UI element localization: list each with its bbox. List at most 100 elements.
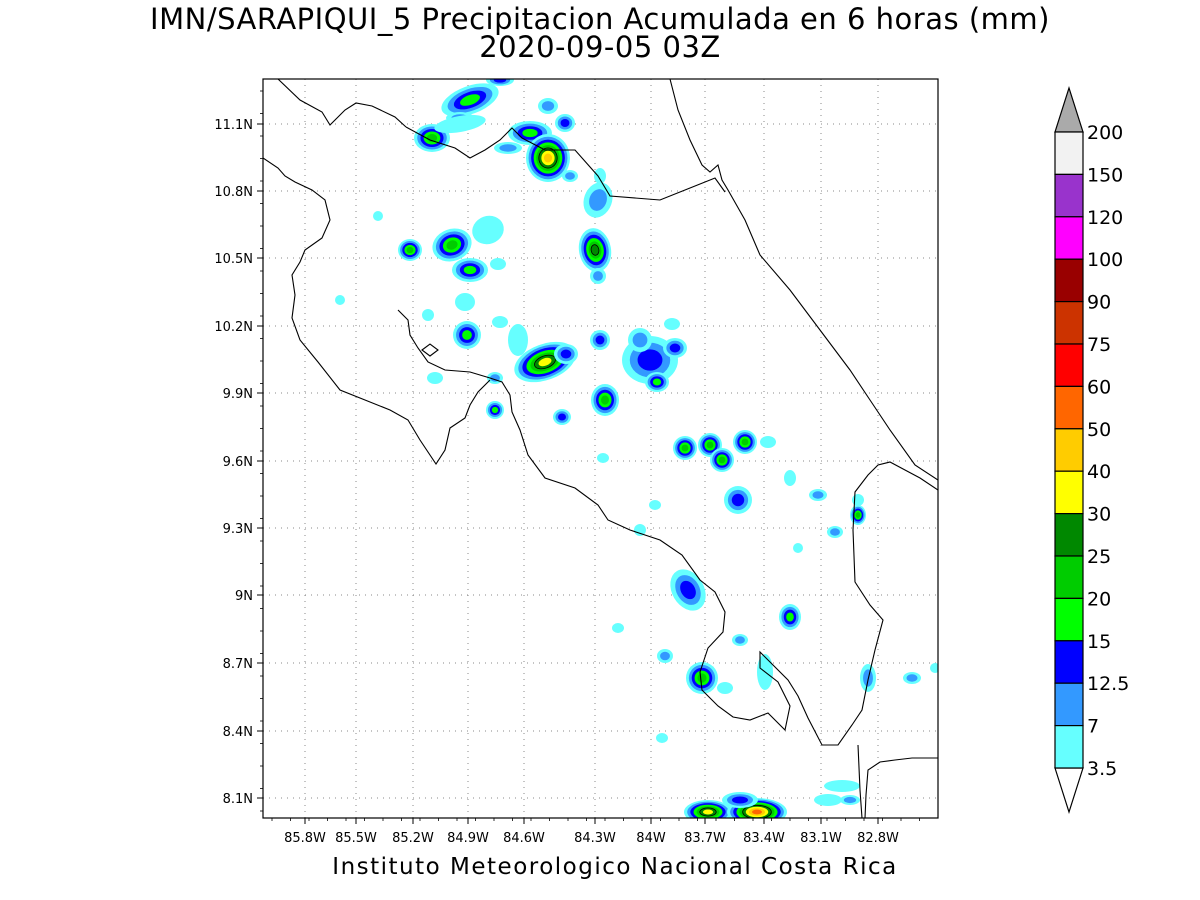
- rain-contour: [589, 189, 607, 211]
- rain-contour: [930, 663, 938, 673]
- rain-cell: [784, 470, 796, 486]
- rain-cell: [670, 569, 706, 611]
- rain-cell: [472, 215, 504, 245]
- rain-cell: [335, 295, 345, 305]
- colorbar-box: [1054, 343, 1084, 388]
- rain-contour: [656, 733, 668, 743]
- rain-contour: [637, 349, 663, 371]
- rain-contour: [434, 114, 486, 134]
- map-title: IMN/SARAPIQUI_5 Precipitacion Acumulada …: [150, 2, 1050, 36]
- rain-contour: [718, 456, 726, 464]
- rain-cell: [486, 79, 514, 86]
- rain-cell: [434, 114, 486, 134]
- rain-contour: [558, 413, 566, 421]
- rain-contour: [593, 271, 603, 281]
- rain-contour: [472, 215, 504, 245]
- rain-cell: [612, 623, 624, 633]
- colorbar-label: 50: [1087, 419, 1111, 441]
- rain-cell: [645, 372, 669, 392]
- rain-cell: [663, 338, 687, 358]
- rain-cell: [656, 733, 668, 743]
- colorbar-box: [1054, 301, 1084, 345]
- nicaragua-border: [405, 126, 726, 201]
- rain-contour: [541, 101, 555, 111]
- precipitation-field: [335, 79, 938, 818]
- colorbar-label: 90: [1087, 292, 1111, 314]
- rain-cell: [490, 258, 506, 270]
- map-frame: [262, 78, 939, 819]
- rain-cell: [555, 114, 575, 132]
- colorbar-label: 30: [1087, 504, 1111, 526]
- colorbar-label: 60: [1087, 376, 1111, 398]
- rain-cell: [373, 211, 383, 221]
- rain-cell: [760, 436, 776, 448]
- rain-contour: [491, 406, 499, 414]
- rain-contour: [717, 682, 733, 694]
- rain-cell: [427, 372, 443, 384]
- footer-credit: Instituto Meteorologico Nacional Costa R…: [332, 854, 898, 880]
- rain-contour: [649, 500, 661, 510]
- rain-cell: [649, 500, 661, 510]
- colorbar-max-arrow: [1054, 86, 1084, 133]
- rain-contour: [814, 794, 842, 806]
- rain-contour: [732, 796, 748, 804]
- y-tick-label: 10.8N: [214, 185, 253, 200]
- x-tick-label: 84.3W: [574, 831, 616, 846]
- rain-contour: [793, 543, 803, 553]
- colorbar-box: [1054, 470, 1084, 515]
- rain-contour: [634, 524, 646, 536]
- rain-cell: [664, 318, 680, 330]
- y-tick-label: 9.6N: [223, 455, 253, 470]
- rain-cell: [594, 168, 606, 184]
- rain-cell: [814, 794, 842, 806]
- colorbar-label: 20: [1087, 588, 1111, 610]
- rain-contour: [522, 128, 538, 138]
- colorbar-box: [1054, 258, 1084, 303]
- rain-contour: [786, 612, 794, 622]
- rain-contour: [843, 796, 857, 804]
- y-tick-label: 9N: [235, 589, 253, 604]
- chira-island: [421, 343, 439, 357]
- x-tick-label: 83.1W: [800, 831, 842, 846]
- rain-cell: [597, 453, 609, 463]
- colorbar-box: [1054, 131, 1084, 176]
- x-tick-label: 84.9W: [447, 831, 489, 846]
- rain-contour: [455, 293, 475, 311]
- rain-contour: [490, 374, 500, 382]
- rain-contour: [681, 444, 689, 452]
- rain-contour: [669, 343, 681, 353]
- rain-cell: [657, 649, 673, 663]
- colorbar-box: [1054, 640, 1084, 684]
- colorbar-label: 150: [1087, 164, 1123, 186]
- colorbar-box: [1054, 555, 1084, 600]
- y-tick-label: 10.5N: [214, 252, 253, 267]
- rain-cell: [809, 489, 827, 501]
- map-timestamp: 2020-09-05 03Z: [479, 30, 721, 64]
- rain-contour: [560, 119, 570, 127]
- rain-cell: [590, 268, 606, 284]
- rain-cell: [930, 663, 938, 673]
- burica-peninsula: [857, 744, 938, 818]
- colorbar-box: [1054, 385, 1084, 430]
- x-tick-label: 85.8W: [284, 831, 326, 846]
- rain-contour: [406, 246, 414, 254]
- rain-cell: [441, 83, 499, 117]
- rain-contour: [632, 332, 648, 348]
- rain-contour: [538, 357, 552, 367]
- x-tick-label: 83.7W: [684, 831, 726, 846]
- rain-contour: [373, 211, 383, 221]
- rain-cell: [634, 524, 646, 536]
- nicoya-gulf: [397, 309, 938, 746]
- rain-cell: [508, 324, 528, 356]
- rain-cell: [733, 430, 757, 454]
- rain-contour: [664, 318, 680, 330]
- colorbar-label: 3.5: [1087, 758, 1117, 780]
- rain-cell: [538, 98, 558, 114]
- rain-contour: [446, 240, 458, 250]
- rain-contour: [830, 528, 840, 536]
- rain-cell: [432, 228, 472, 262]
- y-tick-label: 8.7N: [223, 657, 253, 672]
- rain-contour: [752, 809, 762, 815]
- rain-cell: [562, 170, 578, 182]
- rain-contour: [560, 349, 572, 359]
